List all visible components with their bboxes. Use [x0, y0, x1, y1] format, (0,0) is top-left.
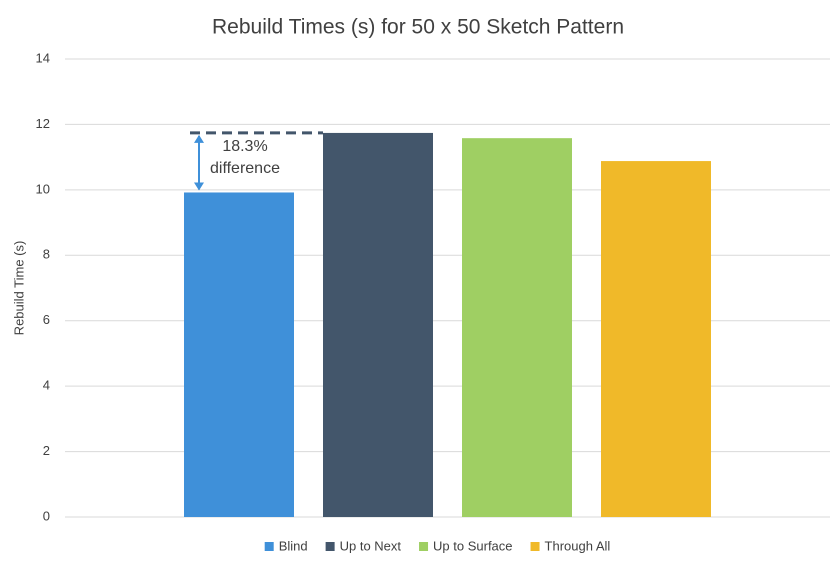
annotation: 18.3% [222, 138, 267, 155]
bar [601, 161, 711, 517]
y-tick-label: 8 [43, 247, 50, 262]
bar [323, 132, 433, 518]
legend-label: Up to Next [340, 538, 402, 553]
bar [462, 138, 572, 517]
y-tick-label: 4 [43, 378, 50, 393]
y-tick-label: 14 [36, 50, 50, 65]
legend-label: Through All [545, 538, 611, 553]
y-tick-label: 6 [43, 312, 50, 327]
y-tick-label: 10 [36, 181, 50, 196]
y-tick-label: 12 [36, 116, 50, 131]
arrow-head [194, 134, 204, 143]
legend-swatch [264, 542, 274, 551]
legend-swatch [530, 542, 540, 551]
annotation: difference [210, 160, 280, 177]
legend-swatch [419, 542, 429, 551]
legend-label: Up to Surface [433, 538, 513, 553]
bar [184, 192, 294, 517]
y-tick-label: 0 [43, 508, 50, 523]
y-axis-label: Rebuild Time (s) [11, 241, 26, 336]
legend-label: Blind [279, 538, 308, 553]
chart-title: Rebuild Times (s) for 50 x 50 Sketch Pat… [212, 16, 624, 39]
legend-swatch [325, 542, 335, 551]
y-tick-label: 2 [43, 443, 50, 458]
arrow-head [194, 182, 204, 191]
